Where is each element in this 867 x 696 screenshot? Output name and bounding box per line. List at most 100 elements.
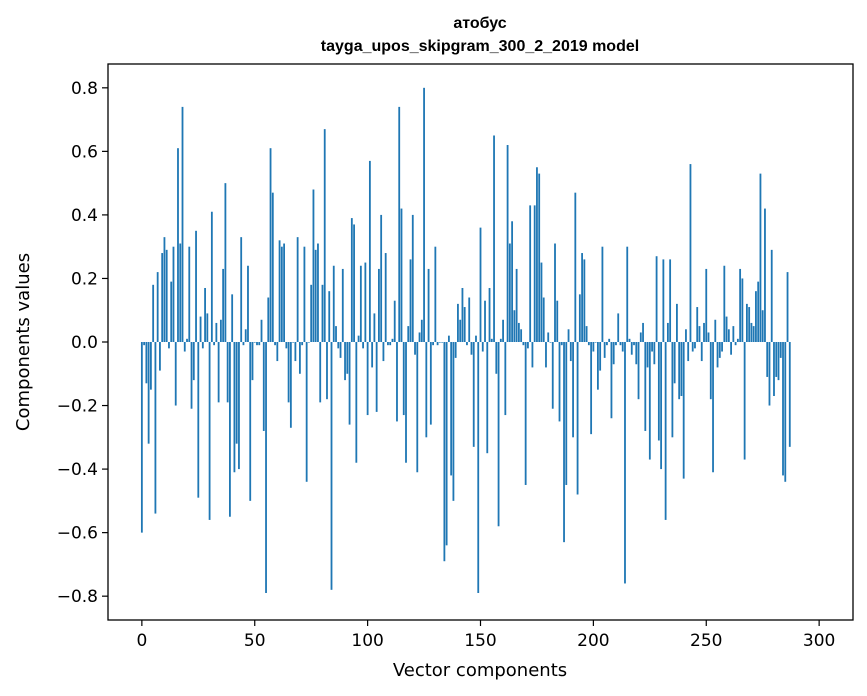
bar-241 — [685, 329, 687, 342]
x-axis-label: Vector components — [393, 660, 567, 681]
bar-230 — [660, 342, 663, 470]
bar-256 — [718, 342, 721, 358]
bar-84 — [330, 342, 333, 590]
bar-163 — [508, 243, 511, 342]
bar-42 — [235, 342, 238, 444]
y-tick-label: 0.0 — [71, 333, 98, 353]
bar-209 — [612, 342, 615, 365]
bar-240 — [682, 342, 685, 479]
bar-67 — [292, 342, 295, 343]
bar-189 — [567, 329, 570, 342]
bar-207 — [608, 338, 611, 342]
bar-268 — [745, 303, 748, 342]
bar-79 — [319, 342, 322, 403]
bar-120 — [411, 214, 414, 342]
bar-46 — [244, 329, 247, 342]
bar-53 — [260, 319, 263, 342]
bar-4 — [149, 342, 152, 390]
bar-210 — [615, 342, 617, 346]
bar-219 — [635, 342, 638, 365]
bar-151 — [481, 342, 484, 352]
bar-25 — [197, 342, 200, 498]
x-tick-label: 150 — [464, 631, 496, 651]
bar-287 — [788, 342, 791, 447]
bar-47 — [247, 265, 249, 342]
bar-89 — [341, 268, 344, 342]
bar-276 — [764, 208, 766, 342]
bar-55 — [265, 342, 267, 593]
bar-93 — [350, 218, 353, 342]
bar-279 — [770, 249, 773, 342]
bar-130 — [434, 246, 437, 342]
bar-260 — [727, 329, 730, 342]
bar-272 — [755, 291, 757, 342]
bar-188 — [565, 342, 568, 485]
bar-214 — [624, 342, 626, 584]
x-axis: 0 50 100 150 200 250 300 — [136, 620, 835, 651]
bar-253 — [712, 342, 714, 473]
bar-132 — [438, 342, 441, 343]
bar-177 — [540, 262, 543, 342]
bar-21 — [188, 246, 191, 342]
bar-56 — [267, 297, 270, 342]
bar-265 — [739, 268, 742, 342]
bar-159 — [499, 338, 502, 342]
y-axis: −0.8 −0.6 −0.4 −0.2 0.0 0.2 0.4 0.6 0.8 — [57, 79, 108, 607]
bar-167 — [517, 322, 520, 342]
bar-249 — [703, 322, 705, 342]
bar-138 — [452, 342, 455, 501]
bar-121 — [414, 342, 416, 355]
bar-29 — [206, 313, 209, 342]
bar-22 — [190, 342, 193, 409]
bar-110 — [389, 342, 392, 346]
bar-73 — [305, 342, 308, 482]
bar-136 — [447, 335, 450, 342]
x-tick-label: 300 — [803, 631, 835, 651]
bar-20 — [186, 338, 188, 342]
bar-19 — [183, 342, 186, 352]
bar-51 — [256, 342, 258, 346]
bar-216 — [628, 338, 631, 342]
bar-71 — [301, 342, 304, 346]
bar-170 — [524, 342, 527, 485]
bar-115 — [400, 208, 403, 342]
bar-157 — [495, 342, 498, 374]
bar-41 — [233, 342, 236, 473]
bar-169 — [522, 342, 525, 346]
bar-161 — [504, 342, 507, 416]
bar-94 — [353, 224, 355, 342]
bar-40 — [231, 294, 234, 342]
bar-229 — [657, 342, 660, 441]
bar-98 — [362, 342, 365, 349]
bar-180 — [547, 332, 550, 342]
bar-7 — [156, 272, 159, 342]
x-tick-label: 200 — [577, 631, 609, 651]
bar-83 — [328, 291, 331, 342]
bar-267 — [743, 342, 746, 460]
bar-90 — [344, 342, 346, 381]
bar-185 — [558, 342, 561, 422]
bar-286 — [786, 272, 789, 342]
bar-277 — [766, 342, 769, 377]
bar-35 — [219, 319, 222, 342]
bar-129 — [432, 342, 434, 346]
bar-104 — [375, 342, 378, 412]
bar-77 — [314, 249, 317, 342]
bar-125 — [423, 87, 425, 342]
bar-102 — [371, 342, 374, 368]
bar-154 — [488, 287, 491, 342]
bar-26 — [199, 316, 202, 342]
bar-3 — [147, 342, 150, 444]
bar-103 — [373, 313, 376, 342]
bar-266 — [741, 278, 744, 342]
bar-36 — [222, 268, 225, 342]
y-tick-label: −0.2 — [57, 397, 98, 417]
bar-99 — [364, 262, 367, 342]
bar-231 — [662, 259, 665, 342]
bar-108 — [384, 253, 387, 342]
bar-124 — [420, 319, 423, 342]
bar-116 — [402, 342, 405, 416]
bar-114 — [398, 106, 401, 342]
bar-145 — [468, 297, 471, 342]
